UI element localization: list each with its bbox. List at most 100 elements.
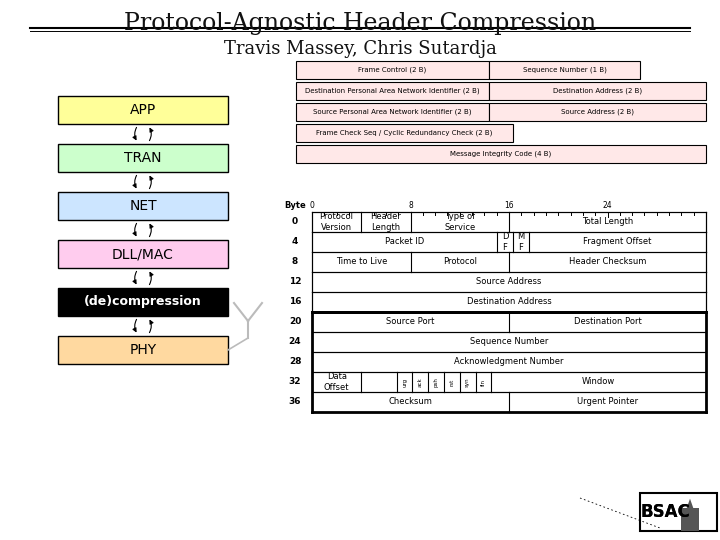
Text: Sequence Number: Sequence Number [470,338,548,347]
Text: 16: 16 [289,298,301,307]
Text: Protocol: Protocol [443,258,477,267]
Text: Destination Address: Destination Address [467,298,552,307]
Bar [640,493,717,531]
Bar [58,288,228,316]
Bar [444,372,460,392]
Text: fin: fin [481,379,486,386]
Bar [58,240,228,268]
Text: Frame Check Seq / Cyclic Redundancy Check (2 B): Frame Check Seq / Cyclic Redundancy Chec… [317,130,492,136]
Text: Data
Offset: Data Offset [324,372,349,391]
Text: Packet ID: Packet ID [385,238,424,246]
Polygon shape [686,499,694,510]
Bar [361,372,397,392]
Bar [312,332,706,352]
Text: Protocol-Agnostic Header Compression: Protocol-Agnostic Header Compression [124,12,596,35]
Bar [312,352,706,372]
Text: Travis Massey, Chris Sutardja: Travis Massey, Chris Sutardja [224,40,496,58]
Bar [428,372,444,392]
Bar [312,212,361,232]
Text: PHY: PHY [130,343,156,357]
Text: Header
Length: Header Length [370,212,401,232]
Text: TRAN: TRAN [125,151,162,165]
Bar [312,292,706,312]
Text: Source Port: Source Port [387,318,435,327]
Bar [489,82,706,100]
Bar [361,212,410,232]
Text: Sequence Number (1 B): Sequence Number (1 B) [523,67,606,73]
Text: Message Integrity Code (4 B): Message Integrity Code (4 B) [451,151,552,157]
Text: ack: ack [418,377,423,387]
Bar [58,192,228,220]
Bar [498,232,513,252]
Text: Acknowledgment Number: Acknowledgment Number [454,357,564,367]
Text: 4: 4 [292,238,298,246]
Text: M
F: M F [517,232,524,252]
Bar [312,252,410,272]
Text: syn: syn [465,377,470,387]
Text: (de)compression: (de)compression [84,295,202,308]
Text: Byte: Byte [284,201,306,211]
Bar [509,212,706,232]
Bar [58,96,228,124]
Text: Window: Window [582,377,616,387]
Text: 0: 0 [310,201,315,211]
Text: 32: 32 [289,377,301,387]
Bar [312,272,706,292]
Bar [491,372,706,392]
Bar [460,372,475,392]
Text: 12: 12 [289,278,301,287]
Bar [681,508,699,531]
Text: urg: urg [402,377,407,387]
Text: Source Address: Source Address [477,278,541,287]
Bar [58,336,228,364]
Text: D
F: D F [502,232,508,252]
Bar [296,82,489,100]
Text: 24: 24 [603,201,612,211]
Text: Destination Port: Destination Port [574,318,642,327]
Text: APP: APP [130,103,156,117]
Text: Destination Address (2 B): Destination Address (2 B) [553,87,642,94]
Text: Checksum: Checksum [389,397,433,407]
Bar [509,392,706,412]
Bar [513,232,528,252]
Text: BSAC: BSAC [640,503,690,521]
Bar [413,372,428,392]
Text: DLL/MAC: DLL/MAC [112,247,174,261]
Bar [475,372,491,392]
Bar [509,312,706,332]
Text: 24: 24 [289,338,301,347]
Text: 16: 16 [504,201,514,211]
Bar [489,61,640,79]
Text: 36: 36 [289,397,301,407]
Text: Frame Control (2 B): Frame Control (2 B) [359,67,426,73]
Text: Source Address (2 B): Source Address (2 B) [561,109,634,115]
Text: NET: NET [129,199,157,213]
Bar [509,252,706,272]
Text: Source Personal Area Network Identifier (2 B): Source Personal Area Network Identifier … [313,109,472,115]
Text: BSAC: BSAC [640,503,690,521]
Bar [312,232,498,252]
Bar [296,124,513,142]
Text: Protocol
Version: Protocol Version [320,212,354,232]
Bar [312,312,509,332]
Bar [410,212,509,232]
Text: Total Length: Total Length [582,218,633,226]
Bar [296,145,706,163]
Text: Type of
Service: Type of Service [444,212,475,232]
Bar [410,252,509,272]
Text: Destination Personal Area Network Identifier (2 B): Destination Personal Area Network Identi… [305,87,480,94]
Text: Fragment Offset: Fragment Offset [583,238,652,246]
Text: psh: psh [433,377,438,387]
Text: 8: 8 [292,258,298,267]
Bar [296,103,489,121]
Bar [58,144,228,172]
Text: 8: 8 [408,201,413,211]
Bar [312,372,361,392]
Text: 20: 20 [289,318,301,327]
Text: Urgent Pointer: Urgent Pointer [577,397,638,407]
Bar [312,392,509,412]
Text: 0: 0 [292,218,298,226]
Text: rst: rst [449,379,454,386]
Bar [397,372,413,392]
Text: 28: 28 [289,357,301,367]
